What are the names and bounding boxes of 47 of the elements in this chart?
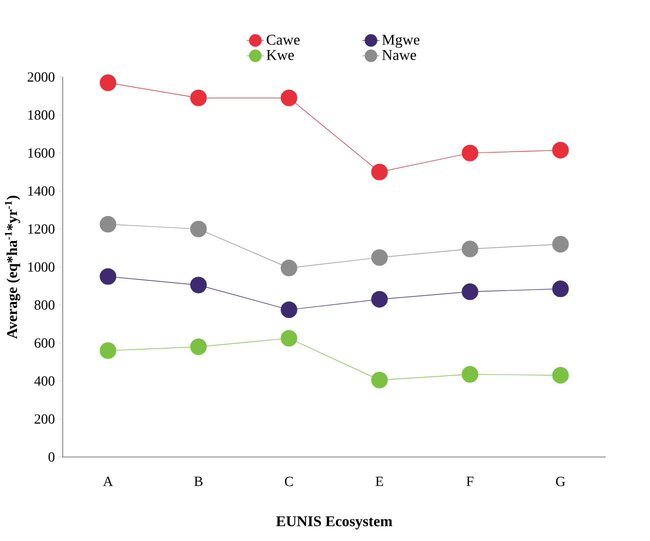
y-axis-title: Average (eq*ha$^{-1}$*yr$^{-1}$) bbox=[4, 196, 20, 339]
point bbox=[371, 290, 388, 308]
point bbox=[371, 372, 388, 388]
y-tick-label: 400 bbox=[34, 376, 54, 386]
x-tick-label: F bbox=[466, 476, 474, 486]
point bbox=[100, 268, 116, 285]
y-tick-label: 2000 bbox=[28, 72, 54, 82]
y-tick-label: 800 bbox=[34, 300, 54, 310]
point bbox=[371, 249, 388, 266]
x-tick-label: G bbox=[556, 476, 566, 486]
point bbox=[280, 90, 298, 106]
x-tick-label: E bbox=[376, 476, 384, 486]
y-tick-label: 1400 bbox=[28, 186, 54, 196]
point bbox=[280, 301, 298, 318]
point bbox=[280, 330, 298, 347]
y-tick-label: 1600 bbox=[28, 148, 54, 158]
point bbox=[462, 240, 478, 258]
point bbox=[190, 220, 207, 238]
y-tick-label: 1000 bbox=[28, 262, 54, 272]
y-tick-label: 600 bbox=[34, 338, 54, 348]
point bbox=[100, 216, 116, 233]
x-tick-label: B bbox=[194, 476, 202, 486]
point bbox=[100, 342, 116, 359]
point bbox=[552, 280, 569, 298]
point bbox=[190, 338, 207, 356]
point bbox=[552, 367, 569, 384]
point bbox=[462, 283, 478, 300]
point bbox=[280, 260, 298, 276]
point bbox=[190, 90, 207, 106]
x-tick-label: A bbox=[103, 476, 113, 486]
point bbox=[552, 236, 569, 252]
point bbox=[462, 144, 478, 162]
point bbox=[462, 366, 478, 383]
point bbox=[371, 164, 388, 180]
y-tick-label: 200 bbox=[34, 414, 54, 424]
point bbox=[100, 74, 116, 91]
point bbox=[190, 276, 207, 294]
y-tick-label: 0 bbox=[48, 452, 54, 462]
legend-label: Cawe bbox=[266, 34, 300, 45]
legend-label: Mgwe bbox=[382, 34, 420, 48]
legend-label: Nawe bbox=[382, 50, 416, 60]
x-axis-title: EUNIS Ecosystem bbox=[276, 516, 392, 530]
y-tick-label: 1800 bbox=[28, 110, 54, 120]
y-tick-label: 1200 bbox=[28, 224, 54, 234]
point bbox=[552, 142, 569, 158]
x-tick-label: C bbox=[284, 476, 293, 486]
legend-label: Kwe bbox=[266, 50, 294, 60]
